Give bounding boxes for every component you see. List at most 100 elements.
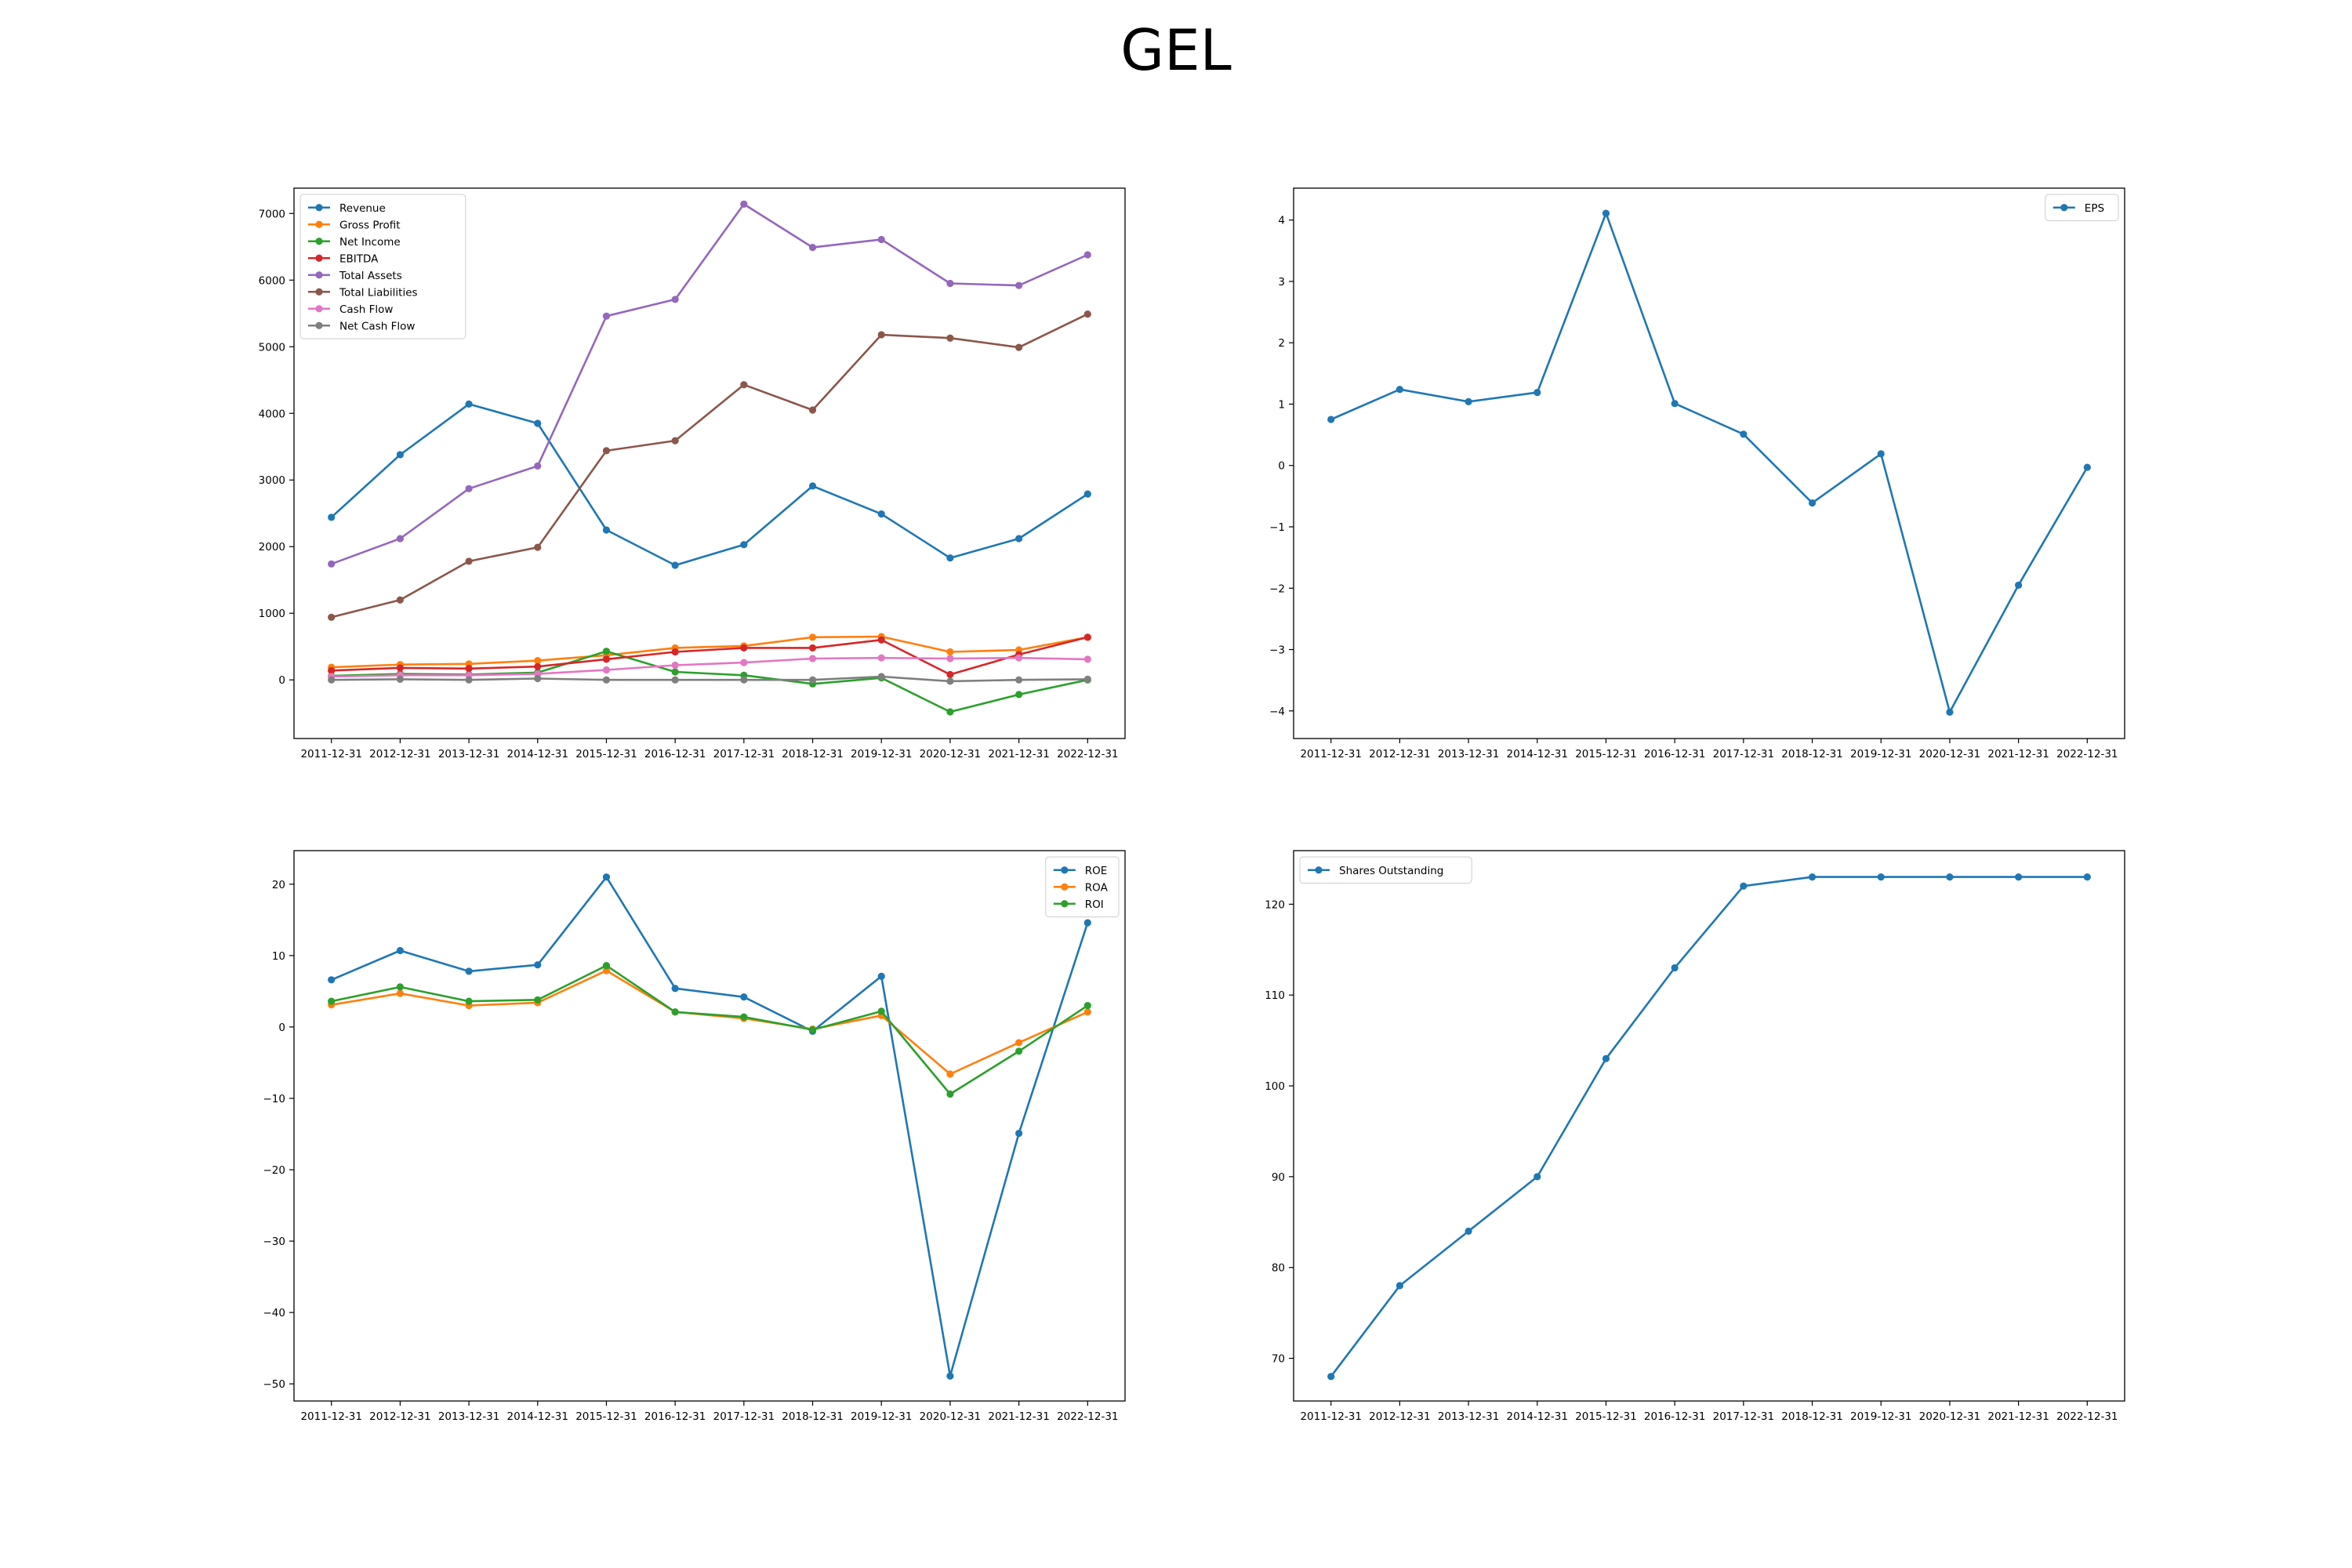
data-point-ebitda — [534, 662, 542, 670]
x-tick-label: 2021-12-31 — [1987, 1410, 2049, 1423]
x-tick-label: 2012-12-31 — [1369, 1410, 1430, 1423]
data-point-total-liabilities — [465, 557, 473, 565]
data-point-total-assets — [877, 235, 885, 244]
x-tick-label: 2017-12-31 — [713, 748, 775, 760]
legend-marker — [1061, 866, 1069, 874]
data-point-roi — [946, 1090, 954, 1098]
y-tick-label: 80 — [1272, 1262, 1285, 1275]
data-point-roi — [602, 961, 611, 970]
x-tick-label: 2014-12-31 — [507, 1410, 568, 1423]
data-point-roa — [602, 967, 611, 975]
data-point-total-assets — [1015, 281, 1023, 289]
x-tick-label: 2015-12-31 — [575, 1410, 637, 1423]
legend-label: Gross Profit — [339, 219, 401, 231]
data-point-revenue — [1083, 490, 1091, 498]
data-point-revenue — [328, 514, 336, 521]
x-tick-label: 2019-12-31 — [1850, 1410, 1911, 1423]
x-tick-label: 2021-12-31 — [988, 748, 1049, 760]
y-tick-label: 0 — [1278, 460, 1285, 473]
data-point-net-cash-flow — [1083, 675, 1091, 683]
y-tick-label: 4 — [1278, 215, 1285, 227]
y-tick-label: 5000 — [259, 341, 285, 354]
chart-returns: 2011-12-31 2012-12-31 2013-12-31 2014-12-31… — [263, 850, 1126, 1423]
data-point-shares-outstanding — [1465, 1227, 1472, 1235]
x-tick-label: 2015-12-31 — [1575, 748, 1636, 760]
data-point-revenue — [808, 482, 817, 490]
data-point-total-liabilities — [328, 613, 336, 621]
x-tick-label: 2014-12-31 — [1507, 1410, 1568, 1423]
data-point-shares-outstanding — [1396, 1282, 1403, 1290]
data-point-roi — [396, 983, 404, 991]
series-line-roe — [331, 876, 1089, 1377]
data-point-revenue — [396, 451, 404, 459]
data-point-roe — [946, 1372, 954, 1380]
data-point-ebitda — [396, 664, 404, 672]
y-tick-label: −2 — [1269, 583, 1285, 595]
legend-label: Net Cash Flow — [339, 320, 415, 332]
x-tick-label: 2019-12-31 — [851, 748, 912, 760]
y-tick-label: 120 — [1265, 898, 1285, 911]
legend-marker — [315, 254, 323, 262]
data-point-revenue — [602, 526, 611, 534]
y-tick-label: −50 — [263, 1378, 286, 1391]
data-point-total-liabilities — [396, 596, 404, 604]
data-point-roi — [328, 997, 336, 1005]
x-tick-label: 2020-12-31 — [920, 1410, 981, 1423]
data-point-total-assets — [946, 279, 954, 288]
data-point-roi — [671, 1008, 679, 1016]
series-line-cash-flow — [331, 656, 1088, 678]
data-point-ebitda — [465, 665, 473, 673]
y-tick-label: 0 — [278, 1022, 285, 1034]
x-tick-label: 2022-12-31 — [1057, 1410, 1118, 1423]
legend-label: EBITDA — [339, 252, 379, 265]
data-point-net-cash-flow — [602, 676, 611, 684]
y-tick-label: 70 — [1272, 1353, 1285, 1366]
y-tick-label: 3000 — [259, 474, 285, 487]
chart-shares-outstanding: 2011-12-31 2012-12-31 2013-12-31 2014-12-31… — [1265, 850, 2125, 1423]
data-point-cash-flow — [671, 661, 679, 670]
x-tick-label: 2018-12-31 — [782, 748, 843, 760]
data-point-total-liabilities — [1083, 310, 1091, 318]
data-point-cash-flow — [740, 659, 748, 666]
data-point-net-income — [946, 708, 954, 716]
data-point-net-cash-flow — [396, 675, 404, 683]
data-point-eps — [1671, 400, 1679, 408]
data-point-roi — [534, 996, 542, 1004]
data-point-total-liabilities — [534, 543, 542, 551]
x-tick-label: 2016-12-31 — [644, 1410, 706, 1423]
x-tick-label: 2011-12-31 — [300, 1410, 361, 1423]
data-point-total-assets — [808, 244, 817, 252]
legend-box — [299, 194, 466, 339]
data-point-eps — [1602, 209, 1610, 217]
y-tick-label: −30 — [263, 1236, 286, 1248]
data-point-eps — [2083, 463, 2091, 471]
legend-marker — [315, 220, 323, 228]
x-tick-label: 2013-12-31 — [1438, 1410, 1499, 1423]
data-point-net-cash-flow — [808, 676, 817, 684]
x-tick-label: 2020-12-31 — [920, 748, 981, 760]
data-point-net-income — [671, 668, 679, 676]
data-point-roe — [877, 972, 885, 980]
legend-label: Revenue — [339, 202, 386, 215]
legend-label: Total Liabilities — [339, 286, 418, 299]
series-line-ebitda — [331, 636, 1088, 676]
y-tick-label: 4000 — [259, 408, 285, 420]
y-tick-label: −10 — [263, 1093, 286, 1105]
x-tick-label: 2015-12-31 — [575, 748, 637, 760]
y-tick-label: 2000 — [259, 541, 285, 554]
data-point-total-assets — [465, 485, 473, 492]
x-tick-label: 2013-12-31 — [438, 748, 499, 760]
legend-label: Total Assets — [339, 270, 402, 282]
data-point-roa — [946, 1070, 954, 1078]
y-tick-label: 110 — [1265, 989, 1285, 1002]
data-point-ebitda — [1083, 633, 1091, 641]
data-point-net-cash-flow — [671, 676, 679, 684]
legend-box — [1299, 856, 1472, 884]
data-point-net-cash-flow — [465, 676, 473, 684]
data-point-total-assets — [396, 535, 404, 543]
x-tick-label: 2022-12-31 — [1057, 748, 1118, 760]
legend-label: ROA — [1085, 881, 1109, 894]
data-point-revenue — [946, 554, 954, 562]
x-tick-label: 2022-12-31 — [2056, 1410, 2118, 1423]
